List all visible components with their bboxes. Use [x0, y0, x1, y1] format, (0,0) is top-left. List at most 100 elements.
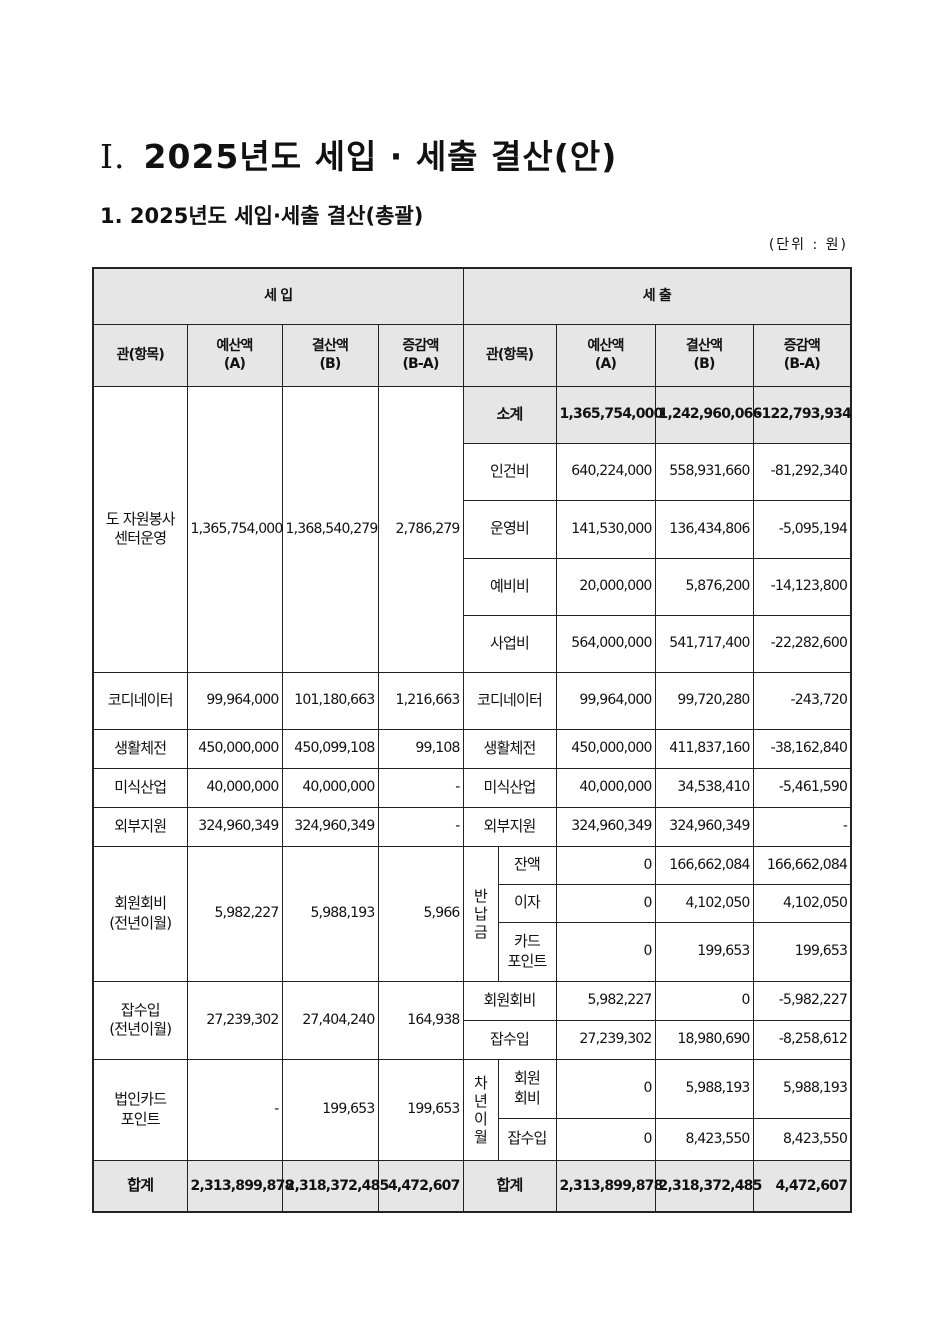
- expense-diff: 166,662,084: [752, 845, 852, 885]
- expense-item: 외부지원: [462, 806, 557, 847]
- income-settled: 5,988,193: [281, 845, 379, 982]
- table-row: 잡수입 27,239,302 18,980,690 -8,258,612: [93, 1019, 852, 1060]
- expense-settled: 541,717,400: [654, 614, 754, 673]
- table-row: 이자 0 4,102,050 4,102,050: [93, 883, 852, 923]
- table-row: 운영비 141,530,000 136,434,806 -5,095,194: [93, 499, 852, 559]
- expense-diff: -5,095,194: [752, 499, 852, 559]
- expense-item: 카드 포인트: [497, 921, 557, 982]
- income-budget: 450,000,000: [186, 728, 283, 769]
- section-numeral: Ⅰ.: [100, 137, 126, 176]
- expense-budget: 1,365,754,000: [555, 385, 663, 444]
- expense-item: 인건비: [462, 442, 557, 501]
- income-item: 법인카드 포인트: [92, 1058, 188, 1161]
- expense-budget: 0: [555, 883, 656, 923]
- expense-item: 생활체전: [462, 728, 557, 769]
- income-diff: 2,786,279: [377, 385, 464, 673]
- expense-diff: -38,162,840: [752, 728, 852, 769]
- income-settled: 450,099,108: [281, 728, 379, 769]
- expense-diff: 8,423,550: [752, 1117, 852, 1161]
- income-diff: 1,216,663: [377, 671, 464, 730]
- total-row: 합계 2,313,899,878 2,318,372,485 4,472,607 합계 2…: [92, 1159, 852, 1213]
- col-diff: 증감액 (B-A): [377, 323, 464, 387]
- income-budget: 1,365,754,000: [186, 385, 283, 673]
- expense-item: 잡수입: [462, 1019, 557, 1060]
- expense-budget: 40,000,000: [555, 767, 656, 808]
- table-row: 사업비 564,000,000 541,717,400 -22,282,600: [93, 614, 852, 673]
- table-row: 예비비 20,000,000 5,876,200 -14,123,800: [93, 557, 852, 616]
- expense-diff: -5,982,227: [752, 980, 852, 1021]
- income-header: 세 입: [92, 267, 464, 325]
- expense-budget: 141,530,000: [555, 499, 656, 559]
- total-income-budget: 2,313,899,878: [186, 1159, 294, 1213]
- expense-item: 잔액: [497, 845, 557, 885]
- expense-group-label: 차 년 이 월: [462, 1058, 499, 1161]
- income-budget: -: [186, 1058, 283, 1161]
- section-subtitle: 1. 2025년도 세입·세출 결산(총괄): [100, 204, 424, 228]
- expense-diff: -5,461,590: [752, 767, 852, 808]
- col-item: 관(항목): [462, 323, 557, 387]
- col-item: 관(항목): [92, 323, 188, 387]
- expense-settled: 8,423,550: [654, 1117, 754, 1161]
- table-row: 잡수입 0 8,423,550 8,423,550: [93, 1117, 852, 1161]
- table-row: 코디네이터 99,964,000 101,180,663 1,216,663 코디네이터…: [92, 671, 852, 730]
- income-item: 미식산업: [92, 767, 188, 808]
- expense-settled: 199,653: [654, 921, 754, 982]
- income-diff: 199,653: [377, 1058, 464, 1161]
- income-diff: 5,966: [377, 845, 464, 982]
- total-income-diff: 4,472,607: [377, 1159, 464, 1213]
- expense-diff: -81,292,340: [752, 442, 852, 501]
- expense-settled: 18,980,690: [654, 1019, 754, 1060]
- income-item: 코디네이터: [92, 671, 188, 730]
- expense-diff: -14,123,800: [752, 557, 852, 616]
- expense-budget: 27,239,302: [555, 1019, 656, 1060]
- expense-diff: 199,653: [752, 921, 852, 982]
- col-diff: 증감액 (B-A): [752, 323, 852, 387]
- expense-settled: 5,988,193: [654, 1058, 754, 1119]
- expense-diff: -243,720: [752, 671, 852, 730]
- expense-budget: 5,982,227: [555, 980, 656, 1021]
- expense-item: 소계: [462, 385, 557, 444]
- income-item: 회원회비 (전년이월): [92, 845, 188, 982]
- expense-budget: 0: [555, 1058, 656, 1119]
- income-diff: 164,938: [377, 980, 464, 1060]
- income-item: 외부지원: [92, 806, 188, 847]
- expense-group-label: 반 납 금: [462, 845, 499, 982]
- total-expense-budget: 2,313,899,878: [555, 1159, 663, 1213]
- expense-budget: 640,224,000: [555, 442, 656, 501]
- table-row: 미식산업 40,000,000 40,000,000- 미식산업 40,000,000 3…: [92, 767, 852, 808]
- expense-budget: 0: [555, 921, 656, 982]
- expense-settled: 34,538,410: [654, 767, 754, 808]
- expense-budget: 0: [555, 845, 656, 885]
- page-title: Ⅰ. 2025년도 세입 · 세출 결산(안): [100, 130, 617, 178]
- expense-settled: 558,931,660: [654, 442, 754, 501]
- expense-settled: 4,102,050: [654, 883, 754, 923]
- expense-diff: 5,988,193: [752, 1058, 852, 1119]
- unit-label: (단위 : 원): [768, 237, 848, 253]
- expense-budget: 564,000,000: [555, 614, 656, 673]
- income-budget: 27,239,302: [186, 980, 283, 1060]
- expense-item: 미식산업: [462, 767, 557, 808]
- expense-settled: 5,876,200: [654, 557, 754, 616]
- income-settled: 101,180,663: [281, 671, 379, 730]
- expense-budget: 0: [555, 1117, 656, 1161]
- expense-item: 잡수입: [497, 1117, 557, 1161]
- table-row: 인건비 640,224,000 558,931,660 -81,292,340: [93, 442, 852, 501]
- expense-item: 이자: [497, 883, 557, 923]
- col-settled: 결산액 (B): [654, 323, 754, 387]
- col-budget: 예산액 (A): [186, 323, 283, 387]
- title-text: 2025년도 세입 · 세출 결산(안): [143, 137, 618, 176]
- col-budget: 예산액 (A): [555, 323, 656, 387]
- income-item: 잡수입 (전년이월): [92, 980, 188, 1060]
- table-row: 도 자원봉사 센터운영 1,365,754,000 1,368,540,279 2,7…: [92, 385, 852, 673]
- income-item: 도 자원봉사 센터운영: [92, 385, 188, 673]
- expense-budget: 20,000,000: [555, 557, 656, 616]
- expense-settled: 136,434,806: [654, 499, 754, 559]
- expense-settled: 166,662,084: [654, 845, 754, 885]
- total-label: 합계: [462, 1159, 557, 1213]
- expense-item: 사업비: [462, 614, 557, 673]
- income-diff: 99,108: [377, 728, 464, 769]
- income-settled: 324,960,349: [281, 806, 379, 847]
- total-expense-settled: 2,318,372,485: [654, 1159, 762, 1213]
- expense-item: 운영비: [462, 499, 557, 559]
- expense-item: 회원회비: [462, 980, 557, 1021]
